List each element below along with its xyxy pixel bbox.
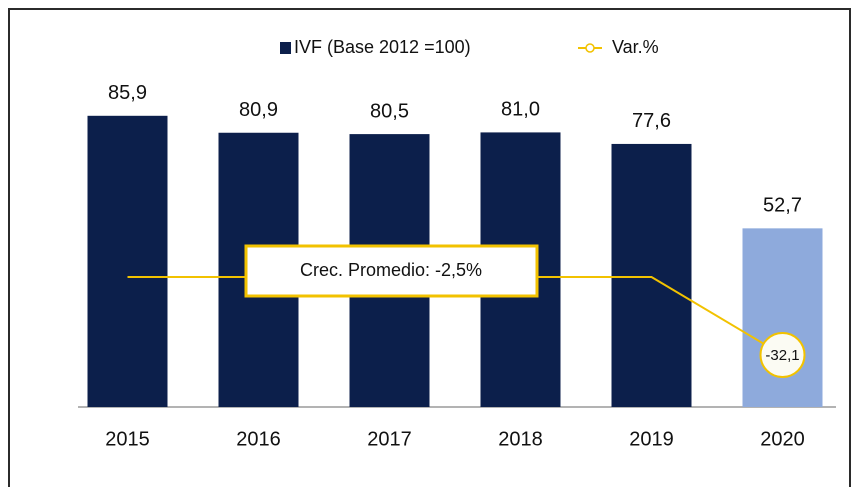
data-label: 80,5 (370, 100, 409, 122)
line-marker (759, 331, 806, 378)
legend-swatch (585, 43, 595, 53)
legend-label: Var.% (612, 37, 659, 57)
annotation-box (244, 244, 539, 298)
x-tick-label: 2018 (498, 428, 543, 450)
x-tick-label: 2019 (629, 428, 674, 450)
x-tick-label: 2015 (105, 428, 150, 450)
legend-swatch (280, 42, 291, 54)
data-label: 80,9 (239, 99, 278, 121)
x-tick-label: 2016 (236, 428, 281, 450)
data-label: 81,0 (501, 99, 540, 121)
x-tick-label: 2017 (367, 428, 412, 450)
bar (87, 115, 168, 407)
data-label: 77,6 (632, 110, 671, 132)
data-label: 85,9 (108, 82, 147, 104)
bar (611, 143, 692, 407)
bar (742, 228, 823, 407)
annotation: Crec. Promedio: -2,5% (300, 260, 482, 280)
data-label: 52,7 (763, 195, 802, 217)
legend-label: IVF (Base 2012 =100) (294, 37, 471, 57)
x-tick-label: 2020 (760, 428, 805, 450)
data-label: -32,1 (765, 347, 799, 364)
